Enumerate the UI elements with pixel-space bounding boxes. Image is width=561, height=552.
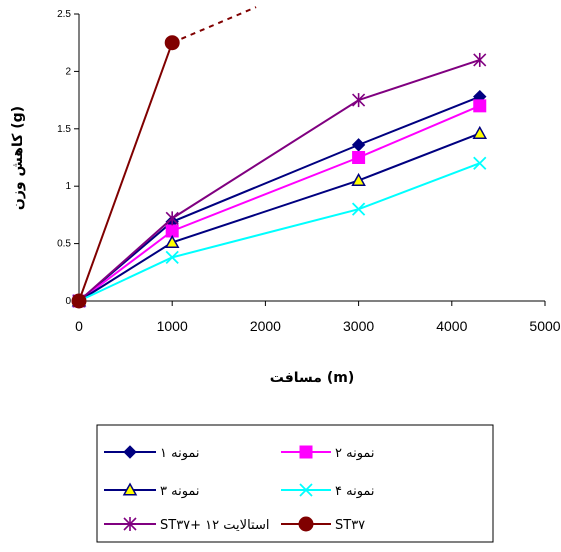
legend-box bbox=[96, 424, 494, 543]
legend: نمونه ۱ نمونه ۲ نمونه ۳ نمونه ۴ ST۳۷+ ۱۲ است… bbox=[96, 424, 494, 543]
x-tick-label: 1000 bbox=[157, 318, 188, 334]
axes bbox=[74, 13, 546, 306]
data-point bbox=[165, 211, 179, 226]
legend-entry-5: ST۳۷+ ۱۲ استالایت bbox=[104, 517, 269, 533]
series-line bbox=[78, 95, 481, 302]
legend-entry-2: نمونه ۲ bbox=[281, 445, 375, 461]
data-point bbox=[164, 35, 180, 51]
data-point bbox=[164, 234, 180, 249]
data-point bbox=[165, 250, 179, 265]
data-point bbox=[351, 172, 366, 187]
y-tick-label: 1 bbox=[65, 181, 71, 192]
x-tick-label: 5000 bbox=[529, 318, 560, 334]
x-tick-label: 4000 bbox=[436, 318, 467, 334]
legend-label: ST۳۷ bbox=[335, 518, 365, 533]
x-tick-label: 0 bbox=[75, 318, 83, 334]
data-point bbox=[473, 156, 487, 170]
data-point bbox=[71, 293, 87, 309]
legend-marker bbox=[123, 517, 137, 531]
series-line bbox=[78, 132, 481, 302]
legend-entry-3: نمونه ۳ bbox=[104, 482, 200, 499]
legend-label: نمونه ۳ bbox=[160, 484, 200, 499]
legend-marker bbox=[299, 483, 313, 497]
data-point bbox=[472, 125, 488, 139]
y-tick-label: 0.5 bbox=[57, 239, 71, 250]
series-extension-line bbox=[171, 6, 257, 44]
x-axis-label: مسافت (m) bbox=[270, 370, 354, 386]
y-tick-label: 2.5 bbox=[57, 9, 71, 20]
data-point bbox=[352, 93, 366, 108]
data-point bbox=[473, 52, 487, 67]
legend-entry-1: نمونه ۱ bbox=[104, 445, 200, 461]
y-tick-label: 0 bbox=[65, 296, 71, 307]
legend-entry-4: نمونه ۴ bbox=[281, 483, 375, 499]
tick-labels: 0 1000 2000 3000 4000 5000 0 0.5 1 1.5 2 2.5 bbox=[57, 9, 561, 334]
series-line bbox=[78, 104, 481, 302]
legend-marker bbox=[298, 516, 314, 532]
series-5 bbox=[72, 52, 487, 308]
x-tick-label: 2000 bbox=[250, 318, 281, 334]
legend-marker bbox=[123, 445, 137, 459]
series-line bbox=[78, 58, 481, 302]
plot-area bbox=[71, 6, 488, 309]
legend-marker bbox=[122, 482, 138, 496]
series-line bbox=[78, 162, 481, 302]
series-4 bbox=[72, 156, 487, 308]
data-point bbox=[473, 99, 487, 113]
data-point bbox=[351, 202, 366, 216]
legend-label: نمونه ۴ bbox=[335, 484, 375, 499]
legend-label: نمونه ۱ bbox=[160, 446, 200, 461]
y-tick-label: 1.5 bbox=[57, 124, 71, 135]
series-line bbox=[78, 42, 174, 302]
y-axis-label: کاهش وزن (g) bbox=[10, 106, 26, 210]
legend-entry-6: ST۳۷ bbox=[281, 516, 365, 533]
data-point bbox=[352, 151, 366, 164]
x-tick-label: 3000 bbox=[343, 318, 374, 334]
series-6 bbox=[71, 6, 257, 309]
legend-label: ST۳۷+ ۱۲ استالایت bbox=[160, 518, 269, 533]
legend-marker bbox=[299, 445, 313, 459]
y-tick-label: 2 bbox=[65, 66, 71, 77]
data-point bbox=[351, 138, 366, 152]
series-3 bbox=[71, 125, 488, 307]
legend-label: نمونه ۲ bbox=[335, 446, 375, 461]
